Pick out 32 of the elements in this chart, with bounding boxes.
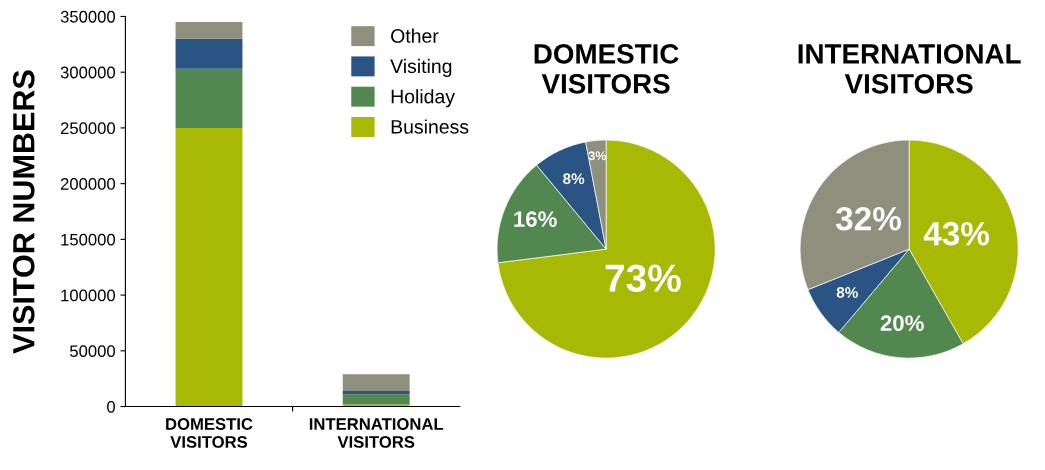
bar (175, 38, 243, 69)
data-label: 20% (880, 315, 924, 332)
legend-label: Visiting (390, 58, 452, 77)
y-tick-label: 200000 (60, 178, 116, 190)
bar (342, 374, 410, 391)
chart-title: DOMESTIC VISITORS (534, 44, 679, 94)
bar (342, 404, 410, 407)
data-label: 8% (563, 173, 585, 185)
data-label: 43% (923, 221, 990, 246)
data-label: 73% (605, 264, 681, 293)
y-tick-label: 150000 (61, 233, 116, 246)
bar (175, 127, 243, 407)
bar (175, 22, 243, 39)
data-label: 32% (835, 206, 901, 231)
legend-label: Other (391, 28, 439, 43)
pie-slice (497, 139, 716, 359)
y-tick-label: 0 (107, 400, 116, 413)
bar (175, 68, 243, 128)
legend-label: Business (391, 119, 469, 134)
bar (342, 390, 410, 395)
bar (342, 394, 410, 405)
legend-label: Holiday (391, 89, 455, 108)
data-label: 16% (514, 211, 557, 227)
chart-title: INTERNATIONAL VISITORS (798, 44, 1021, 94)
y-axis-title: VISITOR NUMBERS (12, 70, 35, 354)
y-tick-label: 250000 (60, 122, 116, 135)
y-tick-label: 300000 (60, 66, 116, 79)
y-tick-label: 50000 (70, 345, 116, 358)
data-label: 8% (836, 287, 858, 298)
y-tick-label: 350000 (60, 10, 116, 23)
y-tick-label: 100000 (61, 289, 116, 302)
data-label: 3% (588, 151, 607, 161)
